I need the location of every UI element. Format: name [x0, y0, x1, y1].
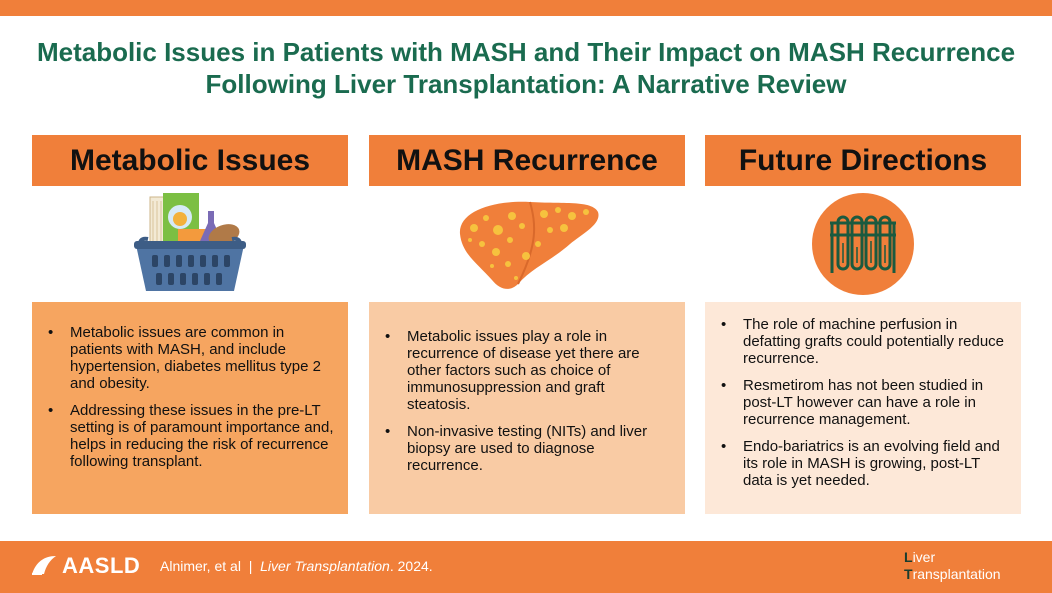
bullet-item: Metabolic issues play a role in recurren…	[381, 328, 671, 413]
column-header-metabolic-issues: Metabolic Issues	[32, 135, 348, 186]
lt-logo-word-1: iver	[912, 549, 936, 565]
fatty-liver-icon	[459, 201, 599, 289]
column-header-mash-recurrence: MASH Recurrence	[369, 135, 685, 186]
title-line-2: Following Liver Transplantation: A Narra…	[205, 69, 847, 99]
citation-year: . 2024.	[389, 558, 433, 574]
column-icon-area-1	[32, 186, 348, 302]
bullet-item: Addressing these issues in the pre-LT se…	[44, 402, 334, 470]
citation-separator: |	[248, 558, 253, 574]
test-tubes-icon	[812, 193, 914, 295]
panel-metabolic-issues: Metabolic issues are common in patients …	[32, 302, 348, 514]
lt-logo-word-2: ransplantation	[912, 566, 1001, 582]
panel-future-directions: The role of machine perfusion in defatti…	[705, 302, 1021, 514]
aasld-logo-text: AASLD	[62, 553, 141, 578]
column-header-future-directions: Future Directions	[705, 135, 1021, 186]
aasld-mark-icon	[32, 556, 56, 575]
column-icon-area-3	[705, 186, 1021, 302]
bullet-item: Endo-bariatrics is an evolving field and…	[717, 438, 1007, 489]
citation-journal: Liver Transplantation	[260, 558, 390, 574]
bullet-item: The role of machine perfusion in defatti…	[717, 316, 1007, 367]
top-accent-bar	[0, 0, 1052, 16]
panel-mash-recurrence: Metabolic issues play a role in recurren…	[369, 302, 685, 514]
lt-logo-letter-l: L	[904, 549, 913, 565]
footer-bar: AASLD Alnimer, et al | Liver Transplanta…	[0, 541, 1052, 593]
liver-transplantation-logo[interactable]: Liver Transplantation	[904, 549, 1001, 583]
aasld-logo[interactable]: AASLD	[30, 553, 140, 579]
bullet-item: Metabolic issues are common in patients …	[44, 324, 334, 392]
column-icon-area-2	[369, 186, 685, 302]
bullet-item: Resmetirom has not been studied in post-…	[717, 377, 1007, 428]
grocery-basket-icon	[134, 193, 246, 291]
page-title: Metabolic Issues in Patients with MASH a…	[0, 36, 1052, 100]
title-line-1: Metabolic Issues in Patients with MASH a…	[36, 37, 1016, 67]
citation: Alnimer, et al | Liver Transplantation. …	[160, 558, 433, 574]
lt-logo-letter-t: T	[904, 566, 913, 582]
bullet-item: Non-invasive testing (NITs) and liver bi…	[381, 423, 671, 474]
citation-authors: Alnimer, et al	[160, 558, 241, 574]
